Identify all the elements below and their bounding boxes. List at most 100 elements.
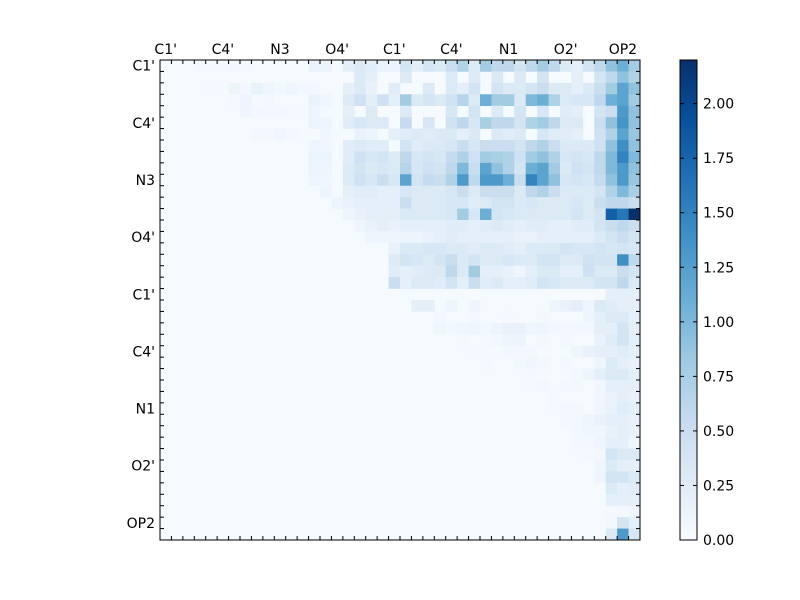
heatmap-cell — [434, 174, 447, 187]
heatmap-cell — [411, 162, 424, 175]
heatmap-cell — [400, 197, 412, 209]
heatmap-cell — [388, 82, 401, 95]
heatmap-cell — [445, 174, 458, 187]
heatmap-cell — [605, 494, 618, 507]
heatmap-cell — [582, 197, 595, 209]
heatmap-cell — [617, 94, 629, 107]
heatmap-cell — [605, 82, 618, 95]
heatmap-cell — [205, 60, 218, 72]
heatmap-cell — [274, 82, 287, 95]
heatmap-cell — [537, 208, 549, 221]
heatmap-cell — [491, 254, 504, 267]
heatmap-cell — [445, 254, 458, 267]
heatmap-cell — [605, 288, 618, 301]
heatmap-cell — [605, 208, 618, 221]
heatmap-cell — [434, 254, 447, 267]
heatmap-cell — [457, 208, 469, 221]
heatmap-cell — [560, 82, 572, 95]
x-tick-label: C4' — [212, 42, 235, 58]
heatmap-cell — [571, 117, 584, 129]
heatmap-cell — [628, 174, 641, 187]
heatmap-cell — [411, 128, 424, 141]
heatmap-cell — [605, 322, 618, 335]
heatmap-cell — [445, 197, 458, 209]
heatmap-cell — [308, 82, 321, 95]
heatmap-cell — [514, 357, 527, 369]
heatmap-cell — [468, 162, 481, 175]
heatmap-cell — [480, 208, 492, 221]
heatmap-cell — [605, 300, 618, 312]
heatmap-cell — [308, 162, 321, 175]
heatmap-cell — [445, 140, 458, 152]
heatmap-cell — [582, 414, 595, 427]
heatmap-cell — [354, 174, 367, 187]
heatmap-cell — [628, 185, 641, 198]
heatmap-cell — [582, 254, 595, 267]
heatmap-cell — [514, 128, 527, 141]
heatmap-cell — [594, 60, 607, 72]
heatmap-cell — [548, 82, 561, 95]
heatmap-cell — [434, 128, 447, 141]
x-tick-label: C4' — [440, 42, 463, 58]
heatmap-cell — [617, 505, 629, 518]
heatmap-cell — [445, 60, 458, 72]
heatmap-cell — [537, 71, 549, 84]
heatmap-cell — [605, 128, 618, 141]
heatmap-cell — [434, 140, 447, 152]
heatmap-cell — [457, 82, 469, 95]
heatmap-cell — [491, 334, 504, 347]
heatmap-cell — [354, 140, 367, 152]
heatmap-cell — [628, 162, 641, 175]
heatmap-cell — [514, 220, 527, 232]
heatmap-cell — [342, 105, 355, 118]
heatmap-cell — [617, 151, 629, 164]
heatmap-cell — [434, 311, 447, 324]
heatmap-cell — [571, 437, 584, 449]
heatmap-cell — [457, 174, 469, 187]
heatmap-cell — [582, 300, 595, 312]
heatmap-cell — [445, 185, 458, 198]
heatmap-cell — [388, 242, 401, 255]
heatmap-cell — [514, 231, 527, 244]
heatmap-cell — [617, 265, 629, 278]
heatmap-cell — [525, 322, 538, 335]
heatmap-cell — [445, 231, 458, 244]
heatmap-cell — [571, 265, 584, 278]
heatmap-cell — [320, 185, 332, 198]
heatmap-cell — [308, 60, 321, 72]
heatmap-cell — [342, 174, 355, 187]
heatmap-cells — [160, 60, 641, 541]
heatmap-cell — [548, 402, 561, 415]
y-tick-label: N1 — [136, 402, 155, 418]
heatmap-cell — [491, 117, 504, 129]
heatmap-cell — [411, 208, 424, 221]
heatmap-cell — [354, 185, 367, 198]
heatmap-cell — [548, 208, 561, 221]
heatmap-cell — [400, 185, 412, 198]
heatmap-cell — [240, 82, 252, 95]
heatmap-cell — [228, 60, 241, 72]
heatmap-cell — [537, 231, 549, 244]
heatmap-cell — [491, 151, 504, 164]
heatmap-cell — [285, 105, 298, 118]
heatmap-cell — [308, 151, 321, 164]
heatmap-cell — [617, 174, 629, 187]
x-tick-label: C1' — [383, 42, 406, 58]
heatmap-cell — [422, 208, 435, 221]
colorbar-tick-label: 0.75 — [703, 369, 734, 385]
heatmap-cell — [560, 380, 572, 392]
heatmap-cell — [525, 242, 538, 255]
heatmap-cell — [628, 254, 641, 267]
heatmap-cell — [548, 231, 561, 244]
heatmap-cell — [594, 322, 607, 335]
heatmap-cell — [594, 277, 607, 289]
heatmap-cell — [617, 277, 629, 289]
heatmap-cell — [320, 117, 332, 129]
heatmap-cell — [548, 322, 561, 335]
heatmap-cell — [525, 197, 538, 209]
heatmap-cell — [594, 311, 607, 324]
heatmap-cell — [480, 197, 492, 209]
heatmap-cell — [342, 60, 355, 72]
heatmap-cell — [354, 197, 367, 209]
heatmap-cell — [491, 197, 504, 209]
